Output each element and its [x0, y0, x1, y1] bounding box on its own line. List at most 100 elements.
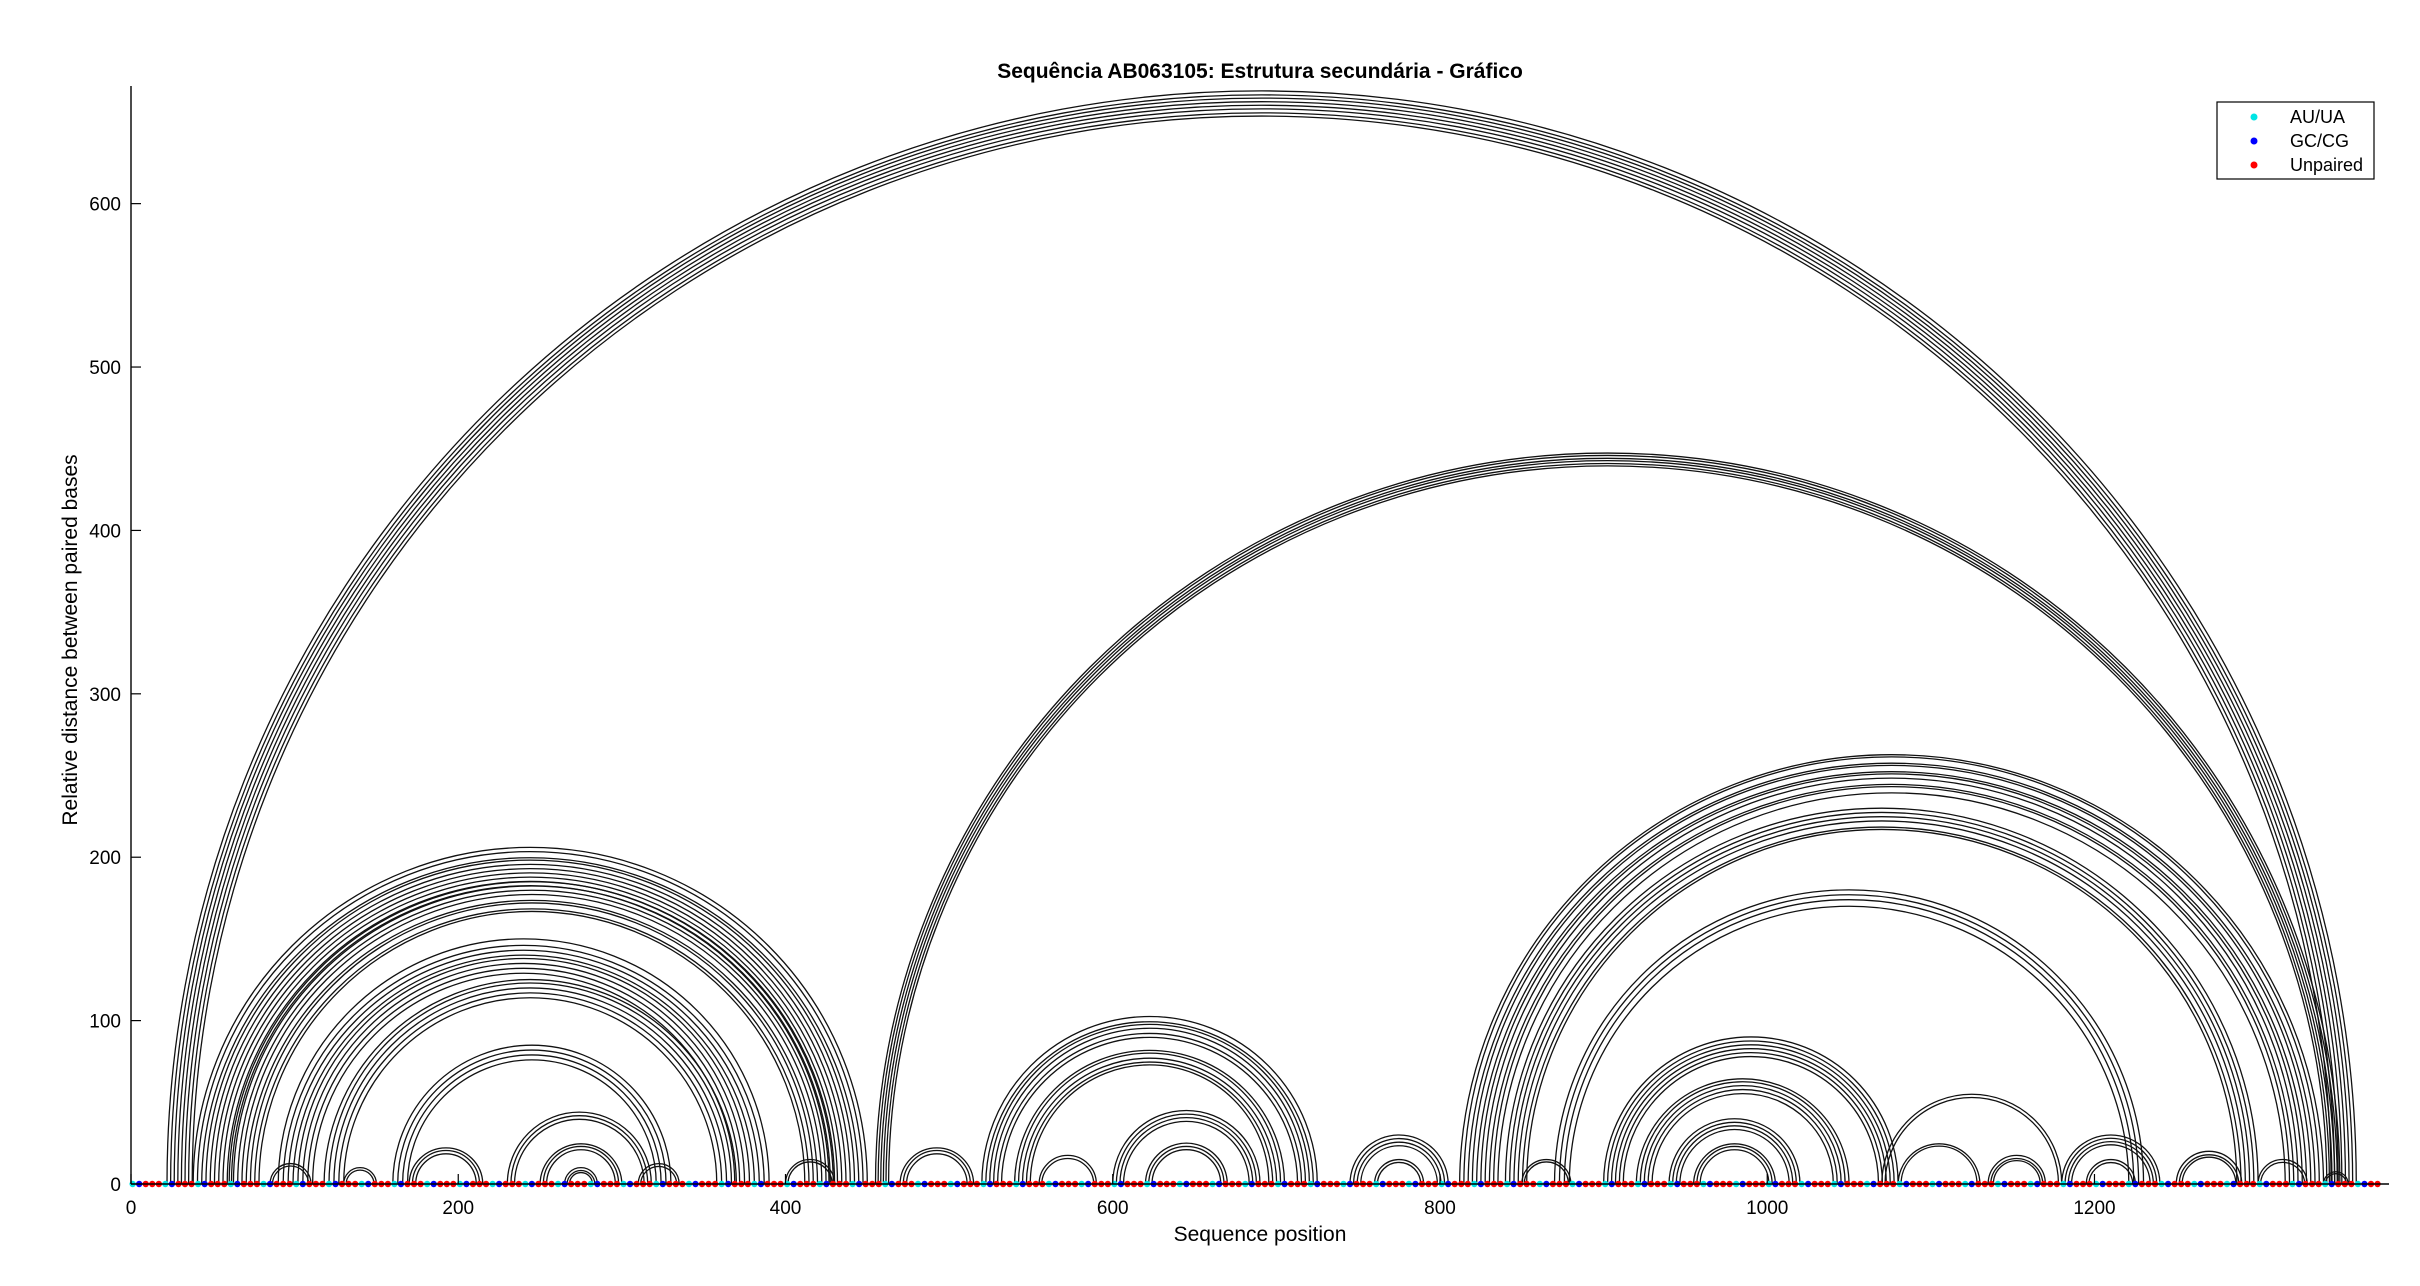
- x-tick-label: 800: [1424, 1198, 1456, 1219]
- pair-arc: [1360, 1145, 1439, 1185]
- pair-arc: [2257, 1158, 2308, 1185]
- pair-arc: [2175, 1150, 2243, 1185]
- pair-arc: [392, 1044, 672, 1185]
- pair-arc: [874, 452, 2341, 1185]
- pair-arc: [222, 876, 839, 1185]
- pair-arc: [1523, 1161, 1570, 1185]
- pair-arc: [992, 1027, 1307, 1185]
- pair-arc: [1900, 1145, 1978, 1185]
- legend-label: AU/UA: [2290, 107, 2345, 127]
- pair-arc: [1484, 777, 2299, 1185]
- pair-arc: [1563, 899, 2135, 1185]
- pair-arc: [213, 868, 847, 1185]
- pair-arc: [905, 1153, 968, 1185]
- pair-arc: [506, 1111, 652, 1185]
- y-tick-label: 300: [89, 685, 121, 706]
- pair-arc: [401, 1054, 662, 1185]
- pair-arc: [1881, 1093, 2063, 1185]
- pair-arc: [249, 902, 814, 1185]
- pair-arc: [177, 101, 2347, 1185]
- pair-arc: [1513, 816, 2251, 1185]
- pair-arc: [2181, 1156, 2237, 1185]
- pair-arc: [566, 1169, 596, 1185]
- pair-arc: [1679, 1128, 1790, 1185]
- pair-arc: [1038, 1154, 1098, 1185]
- pair-arc: [1463, 756, 2320, 1185]
- pair-arc: [877, 454, 2338, 1185]
- pair-arc: [1672, 1121, 1798, 1185]
- pair-arc: [1467, 762, 2316, 1185]
- pair-arc: [542, 1145, 620, 1185]
- legend-marker: [2250, 137, 2258, 145]
- pair-arc: [1526, 828, 2238, 1185]
- pair-arc: [1373, 1158, 1425, 1185]
- y-ticks: 0 100 200 300 400 500 600: [89, 195, 141, 1196]
- y-axis-label: Relative distance between paired bases: [59, 454, 82, 825]
- pair-arc: [981, 1015, 1318, 1185]
- pair-arc: [1000, 1036, 1299, 1185]
- pair-arc: [1517, 820, 2246, 1185]
- pair-arc: [1144, 1142, 1228, 1185]
- pair-arc: [218, 872, 843, 1185]
- pair-arc: [343, 1167, 378, 1185]
- y-tick-label: 500: [89, 358, 121, 379]
- chart-title: Sequência AB063105: Estrutura secundária…: [997, 60, 1523, 83]
- pair-arc: [568, 1171, 594, 1185]
- pair-arc: [510, 1115, 649, 1185]
- pair-arc: [184, 108, 2339, 1185]
- x-tick-label: 200: [442, 1198, 474, 1219]
- pair-arc: [2178, 1154, 2240, 1185]
- pair-arc: [1497, 792, 2286, 1185]
- pair-arc: [201, 857, 860, 1185]
- pair-arc: [406, 1059, 657, 1185]
- pair-arc: [1897, 1143, 1981, 1185]
- pair-arc: [1639, 1081, 1846, 1185]
- y-tick-label: 400: [89, 521, 121, 542]
- pair-arc: [1606, 1040, 1895, 1185]
- pair-arc: [415, 1153, 477, 1185]
- pair-arc: [784, 1158, 836, 1185]
- pair-arc: [1356, 1141, 1442, 1185]
- pair-arc: [1675, 1125, 1794, 1185]
- pair-arc: [2061, 1134, 2161, 1185]
- pair-arc: [1992, 1160, 2041, 1185]
- pair-arc: [996, 1032, 1303, 1185]
- pair-arc: [2070, 1144, 2151, 1185]
- pair-arc: [563, 1167, 598, 1185]
- pair-arc: [887, 465, 2328, 1185]
- pair-arc: [1471, 764, 2312, 1185]
- pair-arc: [1488, 783, 2295, 1185]
- pair-arc: [411, 1149, 481, 1185]
- pair-arc: [880, 457, 2336, 1185]
- pair-arc: [1696, 1145, 1773, 1185]
- pair-arc: [2067, 1140, 2155, 1185]
- pair-arc: [899, 1147, 975, 1185]
- pair-arc: [1029, 1064, 1270, 1185]
- pair-arc: [902, 1149, 972, 1185]
- pair-arc: [192, 846, 868, 1185]
- legend-marker: [2250, 161, 2258, 169]
- pair-arc: [1699, 1149, 1770, 1185]
- pair-arc: [1568, 905, 2130, 1185]
- pair-arc: [1509, 811, 2255, 1185]
- legend-box: [2216, 101, 2375, 180]
- pair-arc: [1376, 1161, 1422, 1185]
- pair-arc: [1521, 826, 2242, 1185]
- pair-arc: [513, 1118, 645, 1185]
- pair-arc: [277, 938, 770, 1185]
- pair-arc: [2324, 1173, 2348, 1185]
- pair-arc: [1493, 785, 2291, 1185]
- pair-arc: [269, 1162, 312, 1185]
- pair-arc: [307, 967, 741, 1185]
- legend: AU/UA GC/CG Unpaired: [2216, 101, 2375, 180]
- pair-arc: [205, 859, 856, 1185]
- y-tick-label: 100: [89, 1012, 121, 1033]
- x-tick-label: 1000: [1746, 1198, 1788, 1219]
- pair-arc: [1668, 1118, 1801, 1185]
- pair-arc: [254, 908, 810, 1185]
- pair-arc: [1635, 1078, 1850, 1185]
- pair-arc: [237, 889, 827, 1185]
- pair-arc: [397, 1049, 667, 1185]
- pair-arc: [1884, 1096, 2060, 1185]
